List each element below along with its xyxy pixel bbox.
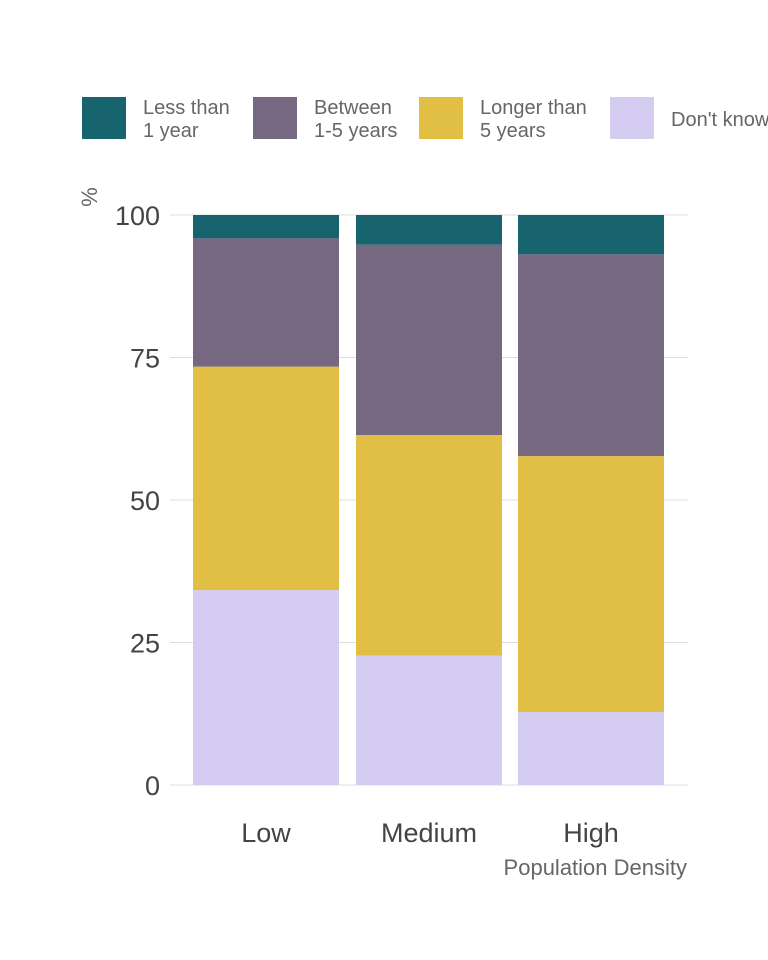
bar-high-series-3	[518, 215, 664, 255]
bar-medium-series-1	[356, 435, 502, 656]
x-tick-label-high: High	[563, 818, 619, 848]
bar-high-series-1	[518, 456, 664, 713]
y-tick-label-100: 100	[115, 201, 160, 231]
legend-item-0: Less than 1 year	[82, 97, 230, 142]
legend-item-1: Between 1-5 years	[253, 97, 397, 142]
bar-high-series-0	[518, 712, 664, 785]
x-axis-ticks: Low Medium High	[241, 818, 619, 848]
bar-medium-series-2	[356, 244, 502, 436]
x-tick-label-medium: Medium	[381, 818, 477, 848]
bar-medium-series-3	[356, 215, 502, 245]
bar-high-series-2	[518, 254, 664, 457]
legend-swatch-2	[419, 97, 463, 139]
legend-swatch-3	[610, 97, 654, 139]
y-tick-label-75: 75	[130, 344, 160, 374]
legend-label-0: Less than 1 year	[143, 97, 230, 142]
legend-item-2: Longer than 5 years	[419, 97, 587, 142]
bars	[193, 215, 664, 785]
bar-low-series-3	[193, 215, 339, 239]
legend: Less than 1 year Between 1-5 years Longer th…	[82, 97, 768, 142]
y-tick-label-50: 50	[130, 486, 160, 516]
legend-swatch-1	[253, 97, 297, 139]
bar-low-series-0	[193, 590, 339, 785]
y-axis-title: %	[77, 187, 102, 207]
bar-low-series-1	[193, 366, 339, 591]
x-tick-label-low: Low	[241, 818, 291, 848]
y-tick-label-25: 25	[130, 629, 160, 659]
y-axis-ticks: 0 25 50 75 100	[115, 201, 160, 801]
legend-swatch-0	[82, 97, 126, 139]
bar-medium-series-0	[356, 655, 502, 785]
legend-label-2: Longer than 5 years	[480, 97, 587, 142]
legend-label-1: Between 1-5 years	[314, 97, 397, 142]
x-axis-title: Population Density	[504, 855, 687, 880]
legend-label-3: Don't know	[671, 109, 768, 131]
legend-item-3: Don't know	[610, 97, 768, 139]
y-tick-label-0: 0	[145, 771, 160, 801]
bar-low-series-2	[193, 238, 339, 367]
